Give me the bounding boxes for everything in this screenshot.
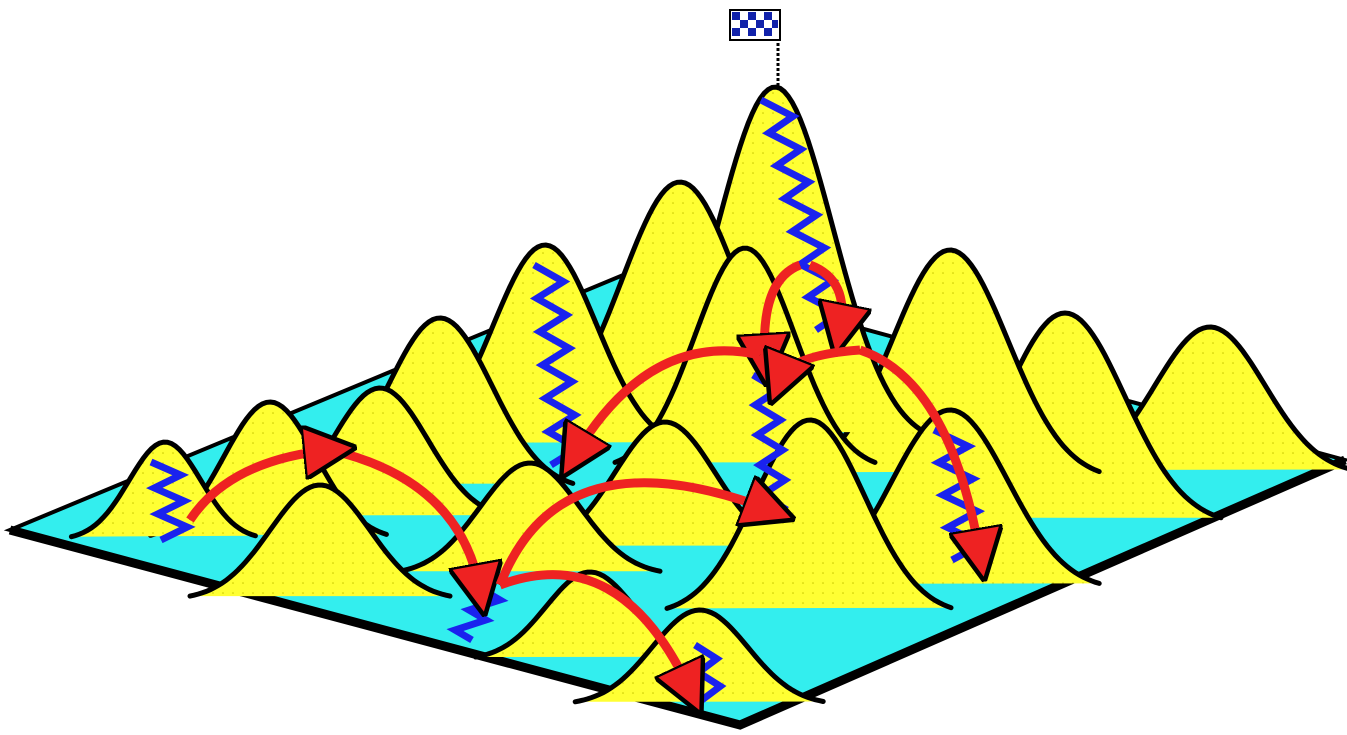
peaks bbox=[71, 87, 1347, 702]
landscape-illustration bbox=[0, 0, 1347, 735]
page: {} (() => { const ns = 'http://www.w3.or… bbox=[0, 0, 1347, 735]
goal-flag bbox=[730, 10, 780, 88]
